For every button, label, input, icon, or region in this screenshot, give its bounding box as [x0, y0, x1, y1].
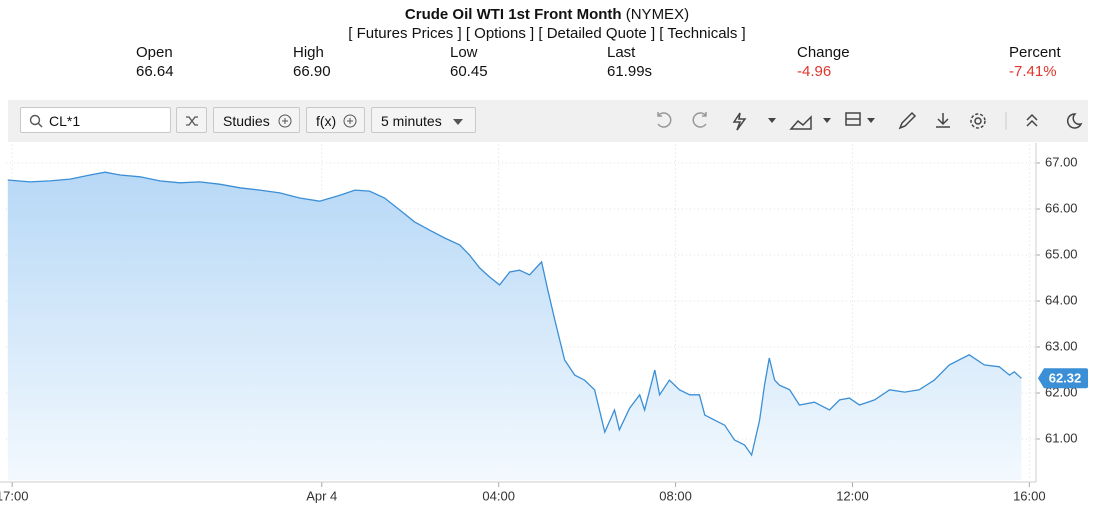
quote-value: -7.41% [1009, 63, 1057, 80]
interval-label: 5 minutes [381, 113, 442, 129]
link[interactable]: [ Technicals ] [659, 25, 746, 42]
y-tick-label: 65.00 [1045, 246, 1078, 261]
quote-label: Change [797, 44, 850, 61]
flash-icon[interactable] [732, 112, 747, 131]
y-tick-label: 66.00 [1045, 200, 1078, 215]
plus-icon [278, 114, 292, 128]
quote-value: 60.45 [450, 63, 488, 80]
last-price-tag [1038, 368, 1088, 389]
shuffle-icon [186, 116, 198, 126]
download-icon[interactable] [936, 113, 950, 128]
quote-value: 66.64 [136, 63, 174, 80]
x-tick-label: 16:00 [1013, 488, 1046, 503]
quote-value: 61.99s [607, 63, 653, 80]
quote-label: Last [607, 44, 636, 61]
link[interactable]: [ Options ] [465, 25, 535, 42]
studies-button[interactable]: Studies [213, 107, 300, 133]
quote-value: -4.96 [797, 63, 832, 80]
x-tick-label: 08:00 [659, 488, 692, 503]
toolbar: CL*1 Studies f(x) 5 minutes [8, 100, 1088, 142]
y-tick-label: 67.00 [1045, 154, 1078, 169]
redo-icon[interactable] [692, 112, 707, 128]
compare-button[interactable] [176, 107, 207, 133]
toolbar-icons [657, 111, 1083, 131]
y-tick-label: 64.00 [1045, 292, 1078, 307]
symbol: CL*1 [49, 113, 81, 129]
links-row: [ Futures Prices ] [ Options ] [ Detaile… [0, 25, 1094, 42]
quote-label: Open [136, 44, 173, 61]
quote-label: Percent [1009, 44, 1061, 61]
title-row: Crude Oil WTI 1st Front Month (NYMEX) [0, 6, 1094, 23]
link[interactable]: [ Detailed Quote ] [538, 25, 656, 42]
symbol-input[interactable]: CL*1 [20, 107, 171, 133]
x-tick-label: 17:00 [0, 488, 28, 503]
area-fill [7, 172, 1022, 481]
chart-type-icon[interactable] [789, 115, 812, 130]
functions-label: f(x) [316, 113, 337, 129]
x-tick-label: 04:00 [482, 488, 515, 503]
collapse-icon[interactable] [1026, 113, 1038, 127]
functions-button[interactable]: f(x) [306, 107, 365, 133]
interval-button[interactable]: 5 minutes [371, 107, 476, 133]
y-tick-label: 63.00 [1045, 338, 1078, 353]
theme-icon[interactable] [1066, 113, 1083, 129]
price-line [7, 171, 1022, 457]
draw-icon[interactable] [898, 111, 917, 130]
studies-label: Studies [223, 113, 270, 129]
quote-label: Low [450, 44, 478, 61]
plus-icon [343, 114, 357, 128]
search-icon [29, 114, 43, 128]
x-tick-label: Apr 4 [306, 488, 337, 503]
title: Crude Oil WTI 1st Front Month [404, 6, 622, 23]
link[interactable]: [ Futures Prices ] [348, 25, 462, 42]
undo-icon[interactable] [657, 112, 672, 128]
settings-icon[interactable] [974, 117, 982, 125]
y-tick-label: 61.00 [1045, 430, 1078, 445]
last-price-label: 62.32 [1049, 371, 1082, 386]
exchange: (NYMEX) [625, 6, 690, 23]
x-tick-label: 12:00 [836, 488, 869, 503]
quote-label: High [293, 44, 324, 61]
quote-value: 66.90 [293, 63, 331, 80]
caret [453, 119, 463, 125]
